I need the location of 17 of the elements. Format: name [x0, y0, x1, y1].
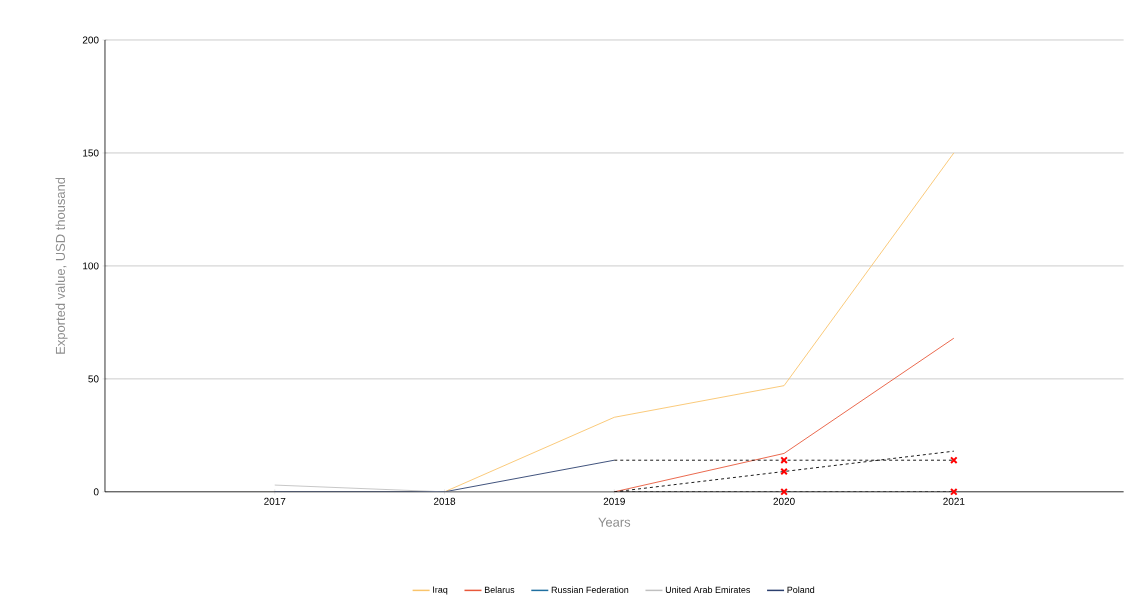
y-tick-label: 100: [83, 262, 99, 270]
legend-label: United Arab Emirates: [665, 586, 751, 594]
y-axis-title: Exported value, USD thousand: [55, 177, 68, 354]
x-tick-label: 2018: [433, 497, 456, 505]
legend-label: Russian Federation: [551, 586, 629, 594]
x-tick-label: 2021: [943, 497, 965, 505]
x-tick-label: 2020: [773, 497, 795, 505]
x-tick-label: 2017: [264, 497, 286, 505]
x-tick-label: 2019: [603, 497, 625, 505]
y-tick-label: 0: [93, 488, 99, 496]
y-tick-label: 200: [82, 36, 99, 44]
y-tick-label: 50: [88, 375, 99, 383]
legend-label: Poland: [787, 586, 815, 594]
legend-label: Belarus: [484, 586, 515, 594]
x-axis-title: Years: [598, 517, 631, 527]
legend-label: Iraq: [433, 586, 448, 595]
y-tick-label: 150: [83, 149, 99, 157]
